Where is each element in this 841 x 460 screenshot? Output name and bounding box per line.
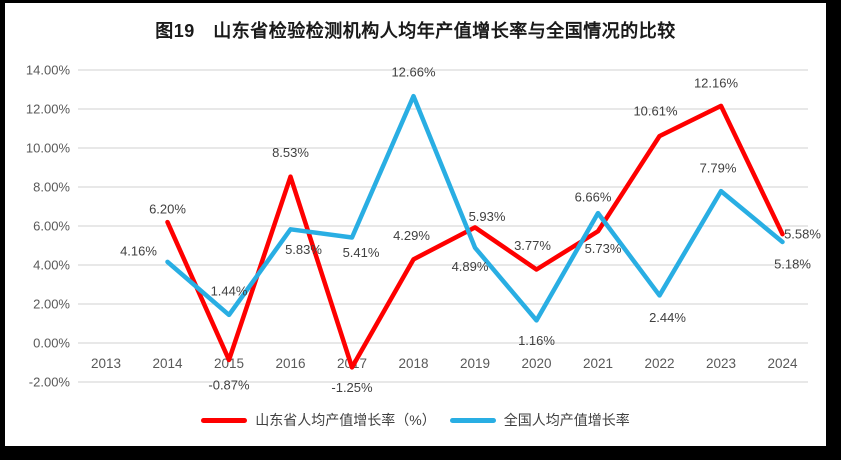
x-axis-tick-label: 2014 <box>152 356 183 371</box>
legend-item-shandong: 山东省人均产值增长率（%） <box>201 410 436 430</box>
legend-label-national: 全国人均产值增长率 <box>503 412 630 428</box>
data-label: 1.44% <box>211 283 248 298</box>
series-line-0 <box>165 103 785 370</box>
data-label: 2.44% <box>649 310 686 325</box>
x-axis-tick-label: 2023 <box>706 356 736 371</box>
y-axis-tick-label: 4.00% <box>33 258 70 273</box>
x-axis-tick-label: 2016 <box>275 356 305 371</box>
y-axis-tick-label: 12.00% <box>26 102 71 117</box>
data-label: 5.93% <box>469 209 506 224</box>
data-label: 1.16% <box>518 333 555 348</box>
x-axis-tick-label: 2022 <box>644 356 674 371</box>
data-label: -0.87% <box>208 377 250 392</box>
data-label: 4.29% <box>393 228 430 243</box>
data-label: 5.41% <box>343 245 380 260</box>
x-axis-tick-label: 2013 <box>91 356 121 371</box>
data-label: 12.16% <box>694 75 739 90</box>
chart-legend: 山东省人均产值增长率（%） 全国人均产值增长率 <box>5 410 826 430</box>
x-axis-tick-label: 2021 <box>583 356 613 371</box>
y-axis-tick-label: 6.00% <box>33 219 70 234</box>
y-axis-tick-label: 14.00% <box>26 63 71 78</box>
data-label: 3.77% <box>514 238 551 253</box>
data-label: 5.73% <box>585 241 622 256</box>
data-label: 7.79% <box>700 161 737 176</box>
y-axis-tick-label: 0.00% <box>33 336 70 351</box>
data-label: 8.53% <box>272 145 309 160</box>
x-axis-tick-label: 2020 <box>521 356 551 371</box>
national-line-swatch-icon <box>449 417 496 423</box>
data-label: 4.89% <box>452 259 489 274</box>
y-axis-tick-label: 8.00% <box>33 180 70 195</box>
legend-label-shandong: 山东省人均产值增长率（%） <box>255 412 436 428</box>
chart-title: 图19 山东省检验检测机构人均年产值增长率与全国情况的比较 <box>155 21 676 41</box>
x-axis-tick-label: 2024 <box>767 356 798 371</box>
y-axis-tick-label: -2.00% <box>29 375 71 390</box>
data-label: 5.18% <box>774 256 811 271</box>
shandong-line-swatch-icon <box>201 417 248 423</box>
data-label: 5.58% <box>784 227 821 242</box>
y-axis-tick-label: 2.00% <box>33 297 70 312</box>
data-label: 5.83% <box>285 242 322 257</box>
data-label: 12.66% <box>391 65 436 80</box>
series-line-1 <box>165 93 785 323</box>
legend-item-national: 全国人均产值增长率 <box>449 410 630 430</box>
chart-background <box>5 3 826 446</box>
data-label: -1.25% <box>331 380 373 395</box>
data-label: 6.20% <box>149 202 186 217</box>
x-axis-tick-label: 2015 <box>214 356 244 371</box>
x-axis-tick-label: 2019 <box>460 356 490 371</box>
data-label: 4.16% <box>120 243 157 258</box>
x-axis-tick-label: 2018 <box>398 356 428 371</box>
data-label: 10.61% <box>633 104 678 119</box>
data-label: 6.66% <box>575 190 612 205</box>
y-axis-tick-label: 10.00% <box>26 141 71 156</box>
